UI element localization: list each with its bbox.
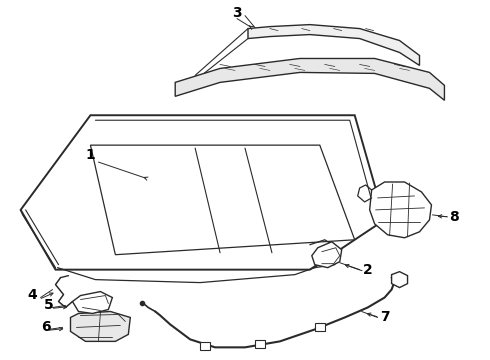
Text: 1: 1 <box>86 148 96 162</box>
Text: 3: 3 <box>232 6 242 20</box>
Polygon shape <box>392 272 408 288</box>
Polygon shape <box>315 323 325 332</box>
Polygon shape <box>255 340 265 348</box>
Text: 6: 6 <box>41 320 50 334</box>
Text: 5: 5 <box>44 297 53 311</box>
Polygon shape <box>91 145 355 255</box>
Text: 8: 8 <box>449 210 459 224</box>
Text: 7: 7 <box>380 310 390 324</box>
Polygon shape <box>248 24 419 66</box>
Text: 4: 4 <box>28 288 37 302</box>
Polygon shape <box>175 58 444 100</box>
Polygon shape <box>73 292 112 314</box>
Polygon shape <box>200 342 210 350</box>
Polygon shape <box>21 115 385 270</box>
Polygon shape <box>71 311 130 341</box>
Polygon shape <box>369 182 432 238</box>
Polygon shape <box>312 242 342 268</box>
Text: 2: 2 <box>363 263 372 276</box>
